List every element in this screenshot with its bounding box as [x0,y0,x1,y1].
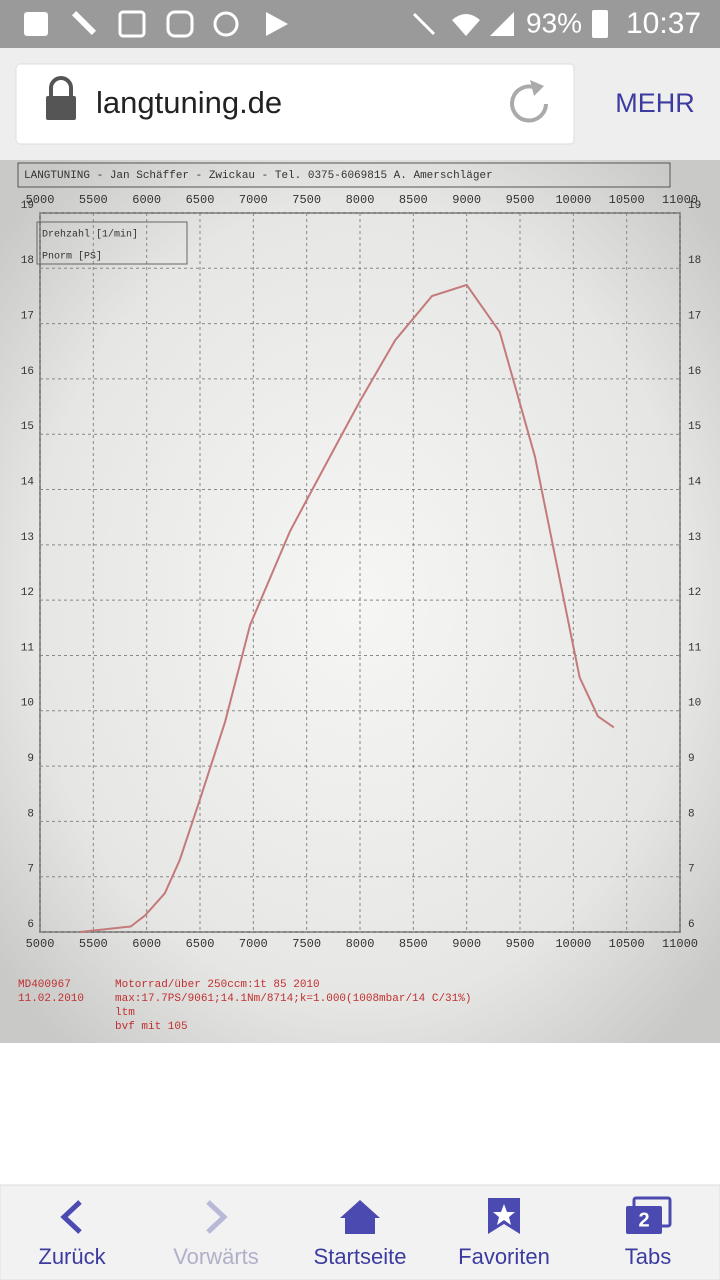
y-tick-label: 12 [688,587,701,599]
x-tick-label: 5000 [26,193,55,207]
status-icons [24,10,608,38]
x-tick-label: 7000 [239,937,268,951]
y-tick-label: 12 [21,587,34,599]
menu-button[interactable]: MEHR [615,88,695,118]
x-tick-label: 6000 [132,193,161,207]
nav-label: Startseite [314,1244,407,1269]
nav-label: Tabs [625,1244,671,1269]
tabs-button[interactable]: 2 Tabs [625,1196,672,1269]
footer-text: max:17.7PS/9061;14.1Nm/8714;k=1.000(1008… [115,993,471,1005]
reload-button[interactable] [510,80,548,123]
x-tick-label: 9000 [452,193,481,207]
chart-header: LANGTUNING - Jan Schäffer - Zwickau - Te… [24,170,493,182]
x-tick-label: 6500 [186,937,215,951]
nav-label: Zurück [38,1244,106,1269]
x-tick-label: 8000 [346,937,375,951]
legend-box [36,221,188,265]
x-tick-label: 6000 [132,937,161,951]
blank-area [0,1043,720,1185]
home-button[interactable]: Startseite [314,1200,407,1269]
footer-text: Motorrad/über 250ccm:1t 85 2010 [115,979,320,991]
y-tick-label: 18 [688,255,701,267]
y-tick-label: 17 [688,311,701,323]
chart-image [0,160,720,1043]
x-tick-label: 11000 [662,937,698,951]
back-button[interactable]: Zurück [38,1200,107,1269]
y-tick-label: 14 [688,476,702,488]
y-tick-label: 9 [27,753,34,765]
footer-text: ltm [115,1007,135,1019]
clock: 10:37 [626,7,701,40]
y-tick-label: 13 [21,532,34,544]
y-tick-label: 10 [688,698,701,710]
x-tick-label: 5000 [26,937,55,951]
nav-label: Favoriten [458,1244,550,1269]
y-tick-label: 6 [27,919,34,931]
x-tick-label: 7000 [239,193,268,207]
y-tick-label: 11 [688,642,702,654]
footer-text: bvf mit 105 [115,1021,188,1033]
y-tick-label: 15 [21,421,34,433]
battery: 93% [526,7,582,38]
status-bar [0,0,720,48]
x-tick-label: 5500 [79,193,108,207]
y-tick-label: 7 [27,864,34,876]
x-tick-label: 10000 [555,193,591,207]
header-box [17,162,671,188]
y-tick-label: 16 [21,366,34,378]
footer-text: MD400967 [18,979,71,991]
x-tick-label: 10500 [609,193,645,207]
y-tick-label: 19 [688,200,701,212]
x-tick-label: 5500 [79,937,108,951]
y-tick-label: 6 [688,919,695,931]
lock-icon [46,76,76,120]
favorites-button[interactable]: Favoriten [458,1198,550,1269]
x-tick-label: 8000 [346,193,375,207]
y-tick-label: 10 [21,698,34,710]
footer-text: 11.02.2010 [18,993,84,1005]
legend-item: Drehzahl [1/min] [42,229,138,241]
x-tick-label: 8500 [399,937,428,951]
y-tick-label: 9 [688,753,695,765]
x-tick-label: 6500 [186,193,215,207]
tab-count: 2 [638,1209,649,1231]
x-tick-label: 7500 [292,937,321,951]
y-tick-label: 19 [21,200,34,212]
y-tick-label: 11 [21,642,35,654]
url: langtuning.de [96,85,282,120]
legend-item: Pnorm [PS] [42,251,102,263]
x-tick-label: 8500 [399,193,428,207]
y-tick-label: 14 [21,476,35,488]
forward-button[interactable]: Vorwärts [173,1200,259,1269]
y-tick-label: 17 [21,311,34,323]
x-tick-label: 9500 [506,193,535,207]
y-tick-label: 7 [688,864,695,876]
x-tick-label: 10500 [609,937,645,951]
y-tick-label: 15 [688,421,701,433]
nav-label: Vorwärts [173,1244,259,1269]
y-tick-label: 8 [688,808,695,820]
x-tick-label: 7500 [292,193,321,207]
url-field[interactable] [15,63,575,145]
y-tick-label: 16 [688,366,701,378]
y-tick-label: 8 [27,808,34,820]
x-tick-label: 11000 [662,193,698,207]
x-tick-label: 9000 [452,937,481,951]
x-tick-label: 10000 [555,937,591,951]
x-tick-label: 9500 [506,937,535,951]
y-tick-label: 13 [688,532,701,544]
power-curve [79,283,615,933]
y-tick-label: 18 [21,255,34,267]
